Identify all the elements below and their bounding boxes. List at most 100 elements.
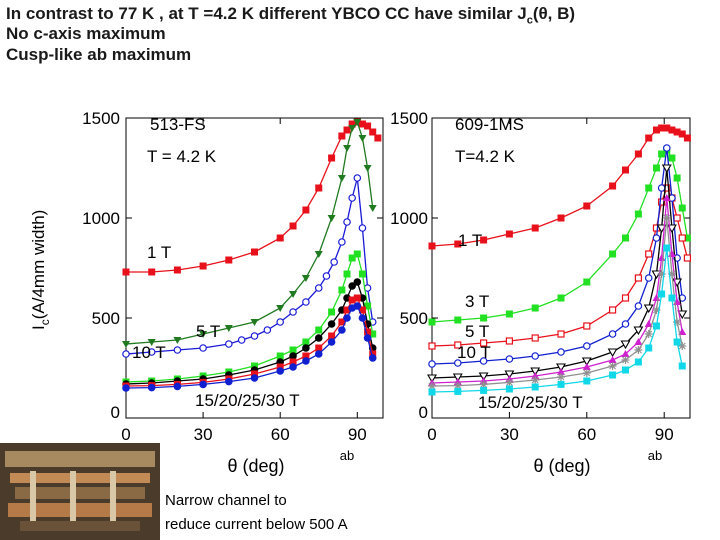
data-point bbox=[263, 326, 272, 334]
data-point bbox=[224, 325, 233, 332]
data-point bbox=[302, 344, 310, 352]
data-point bbox=[353, 294, 361, 302]
data-point bbox=[668, 294, 676, 302]
data-point bbox=[557, 368, 565, 375]
data-point bbox=[505, 310, 513, 318]
data-point bbox=[327, 215, 336, 222]
data-point bbox=[453, 381, 462, 390]
data-point bbox=[122, 268, 130, 276]
data-point bbox=[289, 358, 297, 366]
data-point bbox=[454, 387, 462, 395]
data-point bbox=[479, 380, 488, 389]
data-point bbox=[358, 306, 366, 314]
field-annotation: 15/20/25/30 T bbox=[478, 393, 583, 412]
data-point bbox=[668, 154, 676, 162]
y-tick-label: 500 bbox=[92, 309, 120, 328]
field-annotation: 3 T bbox=[465, 292, 489, 311]
data-point bbox=[314, 350, 323, 358]
data-point bbox=[452, 373, 463, 383]
data-point bbox=[652, 322, 660, 330]
data-point bbox=[148, 268, 156, 276]
data-point bbox=[662, 144, 671, 152]
data-point bbox=[557, 330, 565, 338]
data-point bbox=[364, 122, 372, 130]
data-point bbox=[663, 244, 671, 252]
data-point bbox=[314, 251, 323, 258]
data-point bbox=[620, 340, 631, 350]
data-point bbox=[662, 194, 671, 201]
y-label-main: I bbox=[29, 325, 48, 330]
data-point bbox=[358, 224, 367, 232]
data-point bbox=[607, 348, 618, 358]
data-point bbox=[147, 339, 156, 346]
data-point bbox=[677, 310, 688, 320]
data-point bbox=[678, 328, 687, 335]
data-point bbox=[343, 306, 351, 314]
data-point bbox=[634, 150, 642, 158]
y-tick-label: 1000 bbox=[82, 209, 120, 228]
data-point bbox=[289, 291, 298, 298]
data-point bbox=[678, 130, 686, 138]
data-point bbox=[479, 357, 488, 365]
data-point bbox=[678, 362, 686, 370]
field-annotation: 5 T bbox=[196, 322, 220, 341]
data-point bbox=[327, 338, 336, 346]
data-point bbox=[302, 298, 310, 306]
x-tick-label: 30 bbox=[194, 425, 213, 444]
field-annotation: 1 T bbox=[147, 243, 171, 262]
data-point bbox=[582, 369, 591, 377]
data-point bbox=[645, 184, 653, 192]
data-point bbox=[343, 126, 351, 134]
field-annotation: 10 T bbox=[132, 343, 166, 362]
data-point bbox=[505, 385, 513, 393]
data-point bbox=[581, 357, 592, 367]
ab-label: ab bbox=[648, 448, 662, 463]
y-tick-label: 1000 bbox=[390, 209, 428, 228]
data-point bbox=[621, 350, 630, 357]
data-point bbox=[645, 134, 653, 142]
data-point bbox=[328, 308, 336, 316]
data-point bbox=[643, 304, 654, 314]
data-point bbox=[652, 306, 661, 314]
chart-panel-2: 0 30 60 90 0 500 1000 1500 609-1MS T=4.2 K 1 T 3 T 5… bbox=[390, 109, 692, 476]
data-point bbox=[454, 316, 462, 324]
data-point bbox=[276, 318, 285, 326]
data-point bbox=[302, 338, 310, 346]
data-point bbox=[480, 314, 488, 322]
data-point bbox=[251, 248, 258, 256]
data-point bbox=[338, 238, 346, 246]
title-prefix: In contrast to 77 K , at T =4.2 K differ… bbox=[6, 4, 527, 23]
x-axis-label: θ (deg) bbox=[533, 456, 590, 476]
data-point bbox=[343, 145, 352, 152]
series-line-5T bbox=[125, 120, 374, 345]
x-tick-label: 30 bbox=[500, 425, 519, 444]
data-point bbox=[314, 334, 323, 342]
chart-panel-1: 0 30 60 90 0 500 1000 1500 513-FS T = 4.2 K 1 T 5 T… bbox=[82, 109, 384, 476]
data-point bbox=[225, 256, 233, 264]
data-point bbox=[480, 339, 488, 347]
data-point bbox=[122, 350, 130, 358]
data-point bbox=[557, 214, 565, 222]
data-point bbox=[608, 356, 617, 363]
caption-line1: Narrow channel to bbox=[165, 492, 287, 509]
data-point bbox=[673, 174, 681, 182]
data-point bbox=[531, 352, 540, 360]
x-axis-label: θ (deg) bbox=[227, 456, 284, 476]
data-point bbox=[348, 194, 356, 202]
panel-temperature: T=4.2 K bbox=[455, 147, 516, 166]
data-point bbox=[368, 205, 377, 212]
y-tick-label: 0 bbox=[419, 403, 428, 422]
data-point bbox=[199, 344, 207, 352]
data-point bbox=[505, 230, 513, 238]
data-point bbox=[608, 306, 617, 314]
data-point bbox=[250, 319, 259, 326]
title-suffix: (θ, B) bbox=[532, 4, 576, 23]
panel-title: 513-FS bbox=[150, 115, 206, 134]
data-point bbox=[289, 308, 297, 316]
data-point bbox=[122, 341, 130, 348]
data-point bbox=[504, 370, 515, 380]
y-tick-label: 0 bbox=[111, 403, 120, 422]
data-point bbox=[348, 296, 356, 304]
data-point bbox=[657, 184, 666, 192]
